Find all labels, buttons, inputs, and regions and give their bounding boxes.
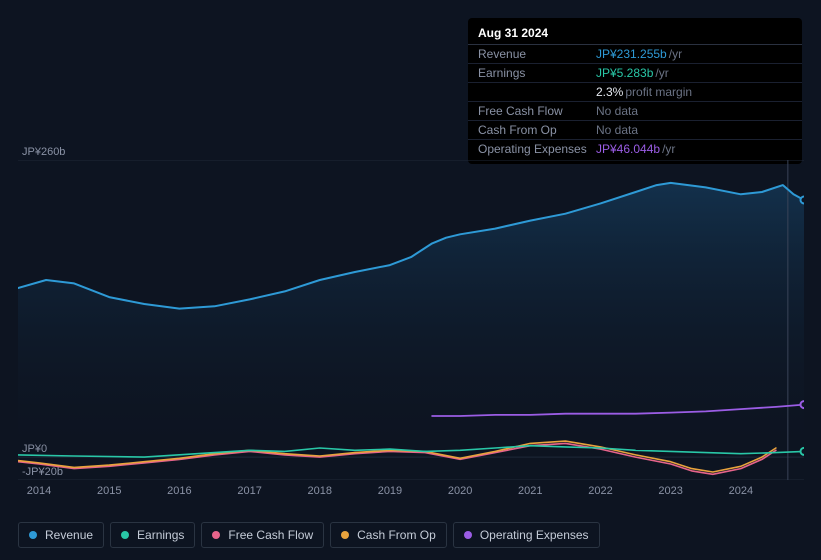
tooltip-row-value: 2.3%profit margin [596,85,692,99]
legend-label: Cash From Op [357,528,436,542]
legend-swatch-icon [341,531,349,539]
legend-item[interactable]: Operating Expenses [453,522,600,548]
tooltip-date: Aug 31 2024 [468,24,802,45]
tooltip-row-value: JP¥46.044b/yr [596,142,675,156]
legend-item[interactable]: Cash From Op [330,522,447,548]
legend-item[interactable]: Free Cash Flow [201,522,324,548]
tooltip-row: 2.3%profit margin [468,83,802,102]
legend-item[interactable]: Earnings [110,522,195,548]
legend-swatch-icon [212,531,220,539]
x-axis-label: 2024 [729,485,753,497]
legend-swatch-icon [29,531,37,539]
legend-label: Earnings [137,528,184,542]
legend-swatch-icon [464,531,472,539]
x-axis-label: 2023 [658,485,682,497]
x-axis-label: 2017 [237,485,261,497]
x-axis-label: 2021 [518,485,542,497]
chart-tooltip: Aug 31 2024 RevenueJP¥231.255b/yrEarning… [468,18,802,164]
tooltip-row: EarningsJP¥5.283b/yr [468,64,802,83]
chart-plot-area[interactable] [18,160,804,480]
tooltip-row-value: JP¥231.255b/yr [596,47,682,61]
tooltip-row-label [478,85,596,99]
x-axis-label: 2022 [588,485,612,497]
tooltip-row-value: JP¥5.283b/yr [596,66,669,80]
tooltip-row-value: No data [596,123,638,137]
y-axis-label: JP¥260b [22,146,65,158]
chart-legend: Revenue Earnings Free Cash Flow Cash From O… [18,522,600,548]
tooltip-row: Cash From OpNo data [468,121,802,140]
tooltip-row-label: Revenue [478,47,596,61]
legend-label: Revenue [45,528,93,542]
x-axis-label: 2016 [167,485,191,497]
line-chart-svg [18,160,804,480]
legend-item[interactable]: Revenue [18,522,104,548]
x-axis-label: 2014 [27,485,51,497]
x-axis-label: 2015 [97,485,121,497]
tooltip-row-label: Cash From Op [478,123,596,137]
tooltip-row-value: No data [596,104,638,118]
x-axis-label: 2020 [448,485,472,497]
tooltip-row: Operating ExpensesJP¥46.044b/yr [468,140,802,158]
legend-swatch-icon [121,531,129,539]
legend-label: Operating Expenses [480,528,589,542]
x-axis-label: 2018 [308,485,332,497]
legend-label: Free Cash Flow [228,528,313,542]
tooltip-row-label: Earnings [478,66,596,80]
tooltip-row-label: Free Cash Flow [478,104,596,118]
tooltip-row: Free Cash FlowNo data [468,102,802,121]
x-axis-label: 2019 [378,485,402,497]
tooltip-row-label: Operating Expenses [478,142,596,156]
tooltip-row: RevenueJP¥231.255b/yr [468,45,802,64]
